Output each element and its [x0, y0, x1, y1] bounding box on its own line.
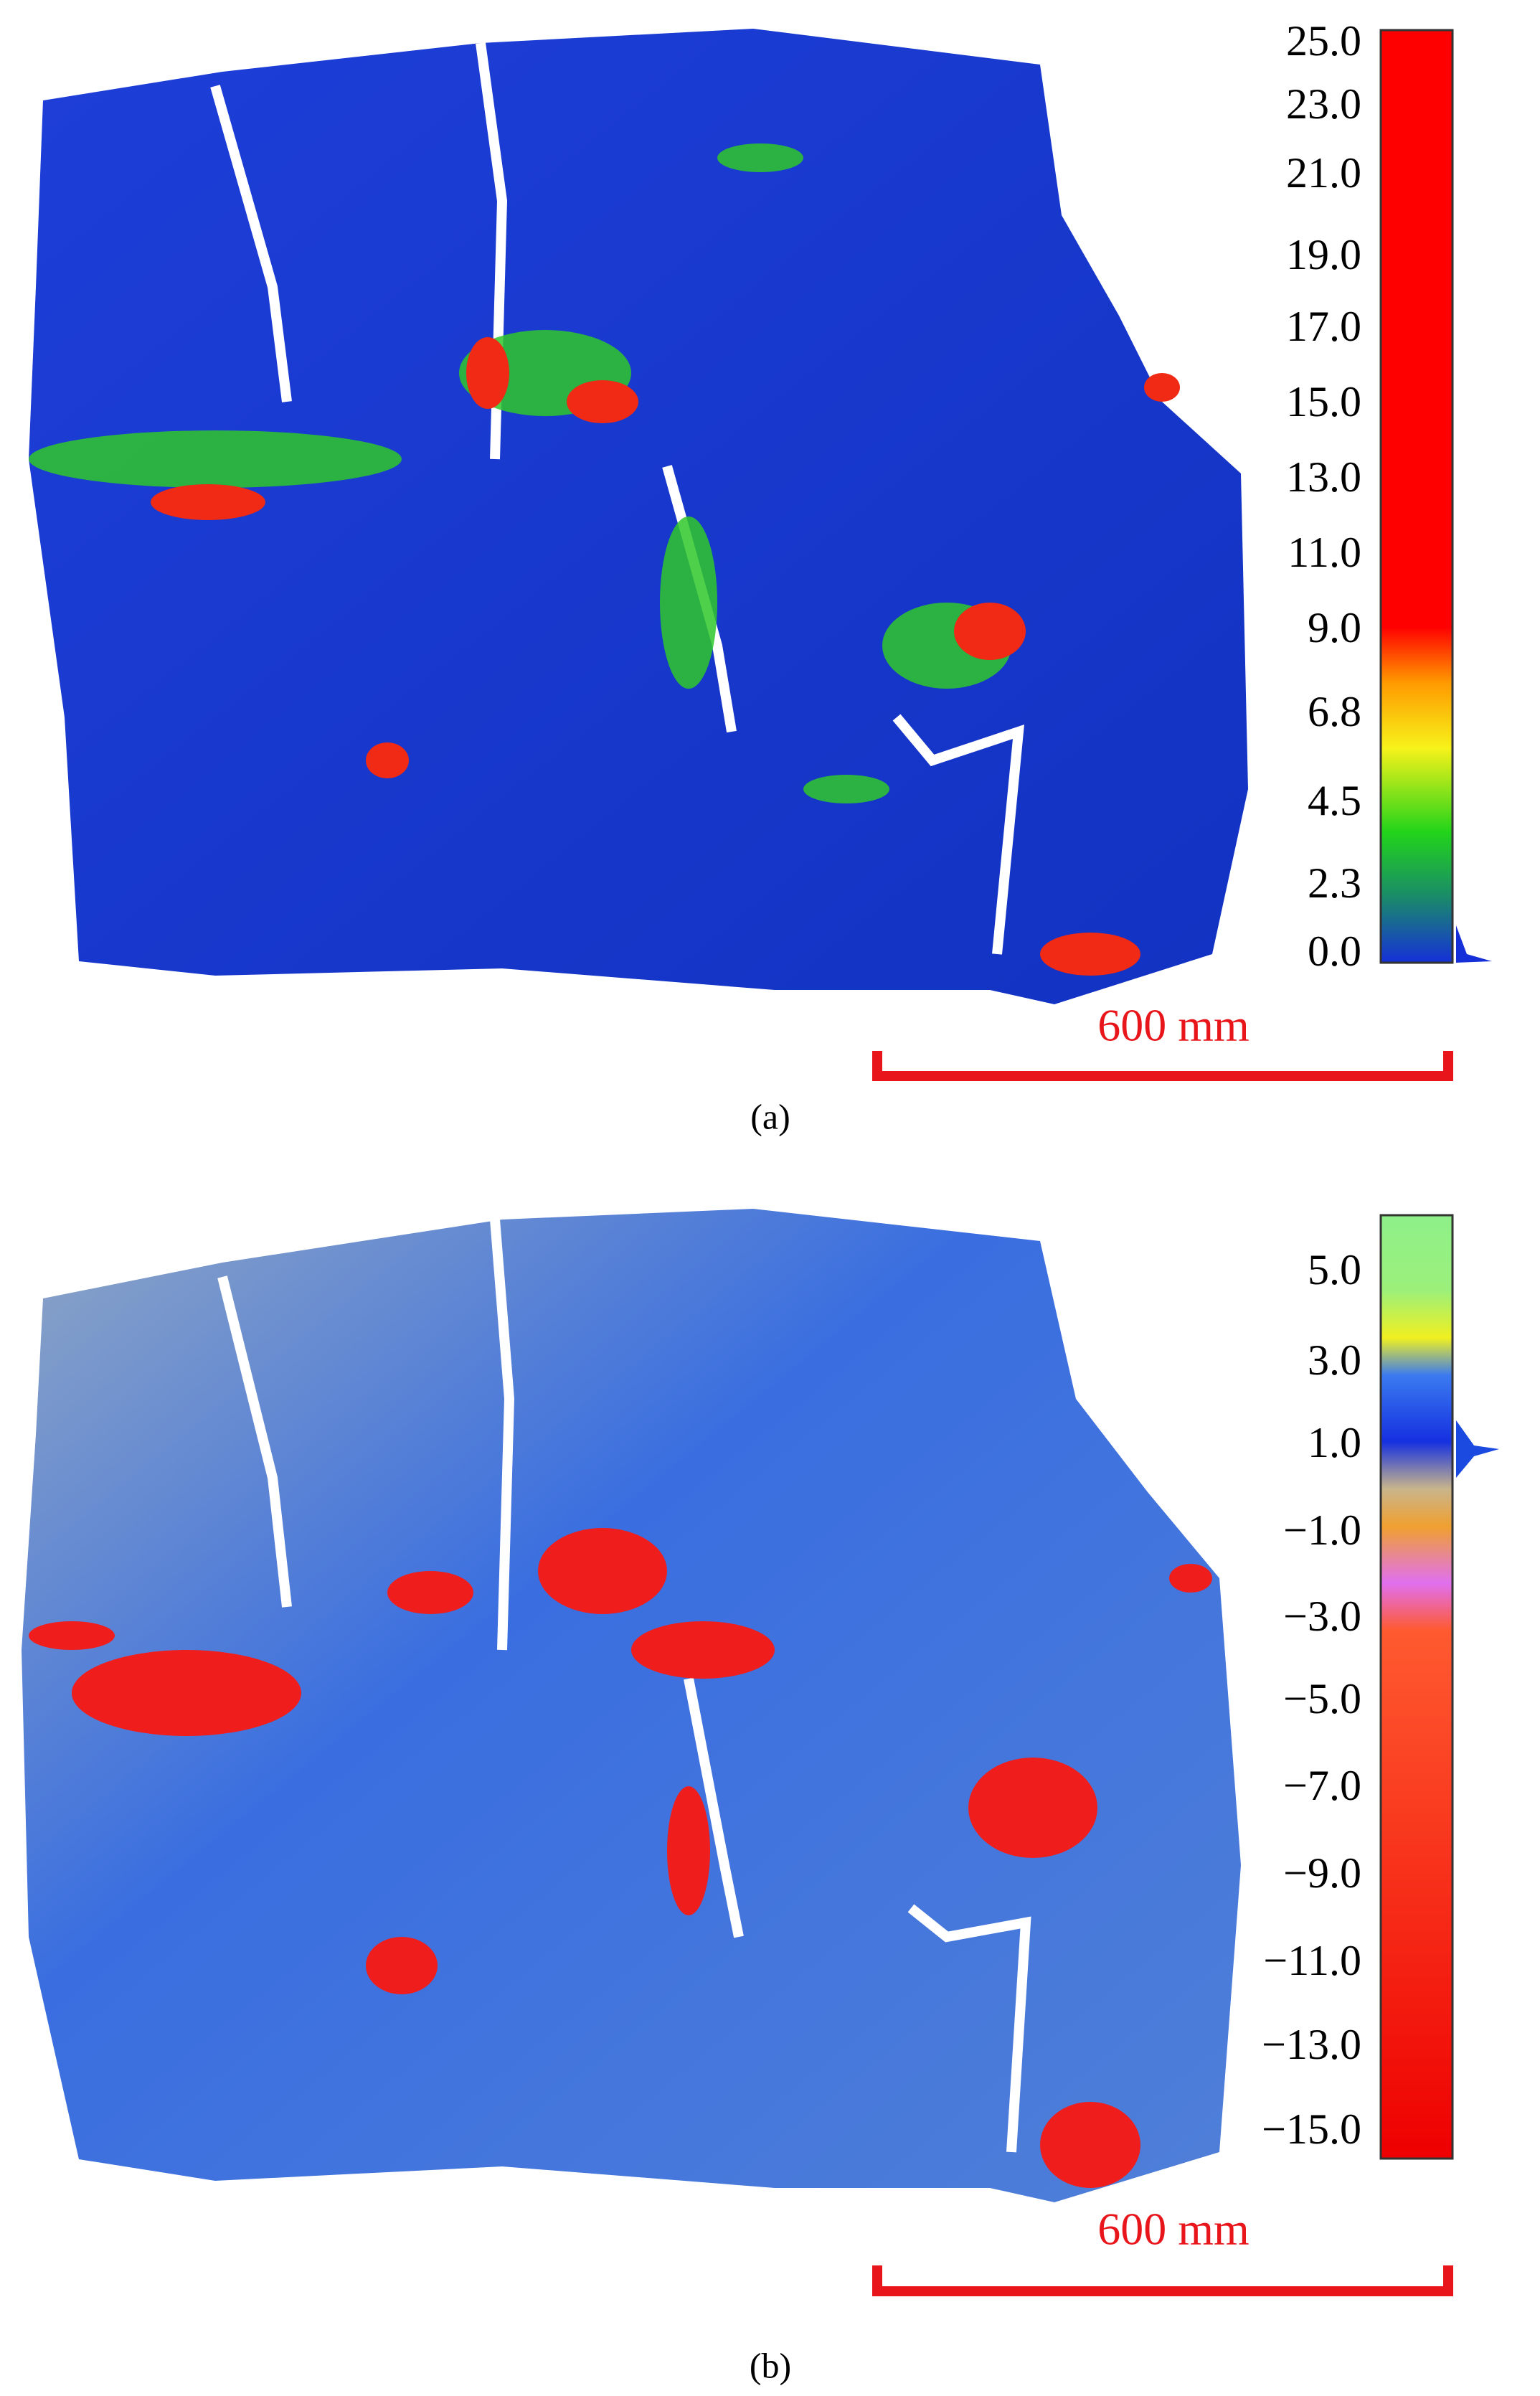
scale-label: 600 mm: [1097, 1000, 1250, 1051]
colorbar-label: 11.0: [1288, 529, 1361, 576]
colorbar-label: 6.8: [1308, 688, 1361, 735]
point-cloud-b: [22, 1209, 1241, 2202]
colorbar-label: 4.5: [1308, 777, 1361, 824]
colorbar: [1379, 29, 1454, 964]
colorbar-label: 25.0: [1286, 17, 1361, 65]
colorbar-label: 21.0: [1286, 149, 1361, 197]
colorbar-label: −13.0: [1262, 2021, 1361, 2068]
scale-bar: [872, 2265, 1453, 2296]
colorbar-label: −1.0: [1283, 1506, 1361, 1554]
colorbar-label: 15.0: [1286, 378, 1361, 425]
caption: (b): [750, 2345, 791, 2385]
colorbar-label: 19.0: [1286, 231, 1361, 278]
caption: (a): [750, 1096, 790, 1136]
colorbar-label: −9.0: [1283, 1849, 1361, 1897]
point-cloud-a: [29, 29, 1248, 1004]
colorbar-label: 0.0: [1308, 928, 1361, 975]
colorbar-label: 23.0: [1286, 80, 1361, 128]
colorbar-label: 5.0: [1308, 1246, 1361, 1293]
colorbar-label: 2.3: [1308, 859, 1361, 907]
colorbar-label: 9.0: [1308, 604, 1361, 651]
colorbar-label: 3.0: [1308, 1336, 1361, 1384]
histogram: [1456, 1420, 1499, 1478]
colorbar-label: −5.0: [1283, 1675, 1361, 1722]
colorbar-label: −11.0: [1263, 1937, 1361, 1984]
histogram: [1456, 925, 1492, 963]
colorbar-label: −7.0: [1283, 1762, 1361, 1809]
colorbar-label: 13.0: [1286, 453, 1361, 501]
scale-label: 600 mm: [1097, 2204, 1250, 2255]
colorbar-label: −15.0: [1262, 2105, 1361, 2153]
colorbar-label: 17.0: [1286, 303, 1361, 350]
scale-bar: [872, 1051, 1453, 1081]
colorbar-label: −3.0: [1283, 1593, 1361, 1640]
colorbar-label: 1.0: [1308, 1419, 1361, 1466]
colorbar: [1379, 1214, 1454, 2160]
